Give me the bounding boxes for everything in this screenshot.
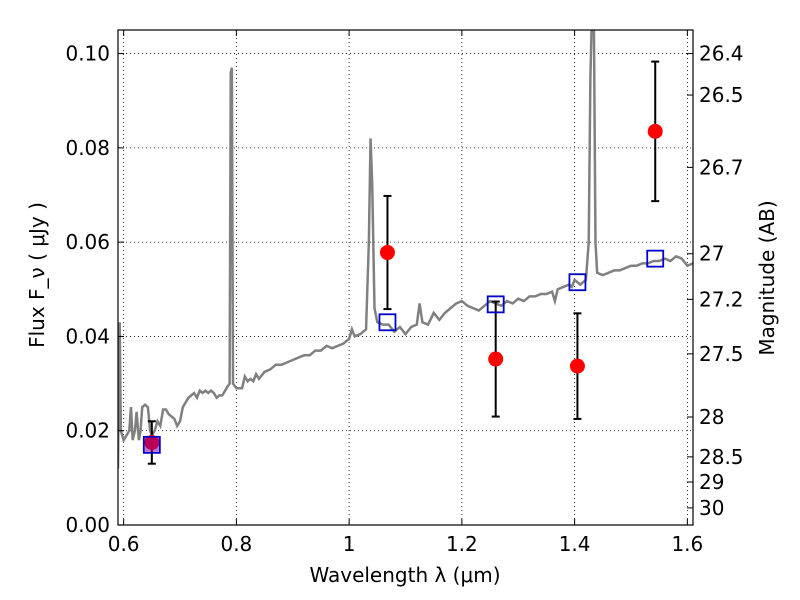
- x-tick-label: 1: [343, 532, 356, 556]
- axis-ticks: 0.6 0.8 1 1.2 1.4 1.6 0.00 0.02 0.04 0.06 0.08 0.10…: [65, 30, 744, 556]
- overlap-marker: [144, 437, 159, 452]
- spectrum-line: [118, 30, 693, 469]
- error-bars: [147, 60, 660, 465]
- y2-tick-label: 26.5: [699, 83, 744, 107]
- spectrum-series: [118, 30, 693, 469]
- y2-tick-label: 27.5: [699, 342, 744, 366]
- observed-point: [488, 351, 504, 367]
- y2-tick-label: 27: [699, 242, 724, 266]
- model-points: [142, 249, 665, 454]
- grid-lines: [118, 30, 693, 526]
- observed-point: [379, 245, 395, 261]
- model-point: [568, 273, 587, 292]
- y-axis-title: Flux F_ν ( μJy ): [25, 202, 49, 348]
- x-tick-label: 0.6: [108, 532, 140, 556]
- observed-point: [647, 123, 663, 139]
- x-tick-label: 0.8: [220, 532, 252, 556]
- model-point: [646, 249, 665, 268]
- y2-tick-label: 26.4: [699, 42, 744, 66]
- y-tick-label: 0.10: [65, 42, 110, 66]
- y2-tick-label: 28.5: [699, 445, 744, 469]
- x-tick-label: 1.4: [559, 532, 591, 556]
- y2-tick-label: 29: [699, 470, 724, 494]
- y-tick-label: 0.06: [65, 230, 110, 254]
- model-point: [142, 435, 161, 454]
- observed-point: [569, 358, 585, 374]
- y2-tick-label: 27.2: [699, 287, 744, 311]
- y2-tick-label: 30: [699, 496, 724, 520]
- x-axis-title: Wavelength λ (μm): [309, 563, 500, 587]
- model-point: [378, 313, 397, 332]
- y-tick-label: 0.04: [65, 324, 110, 348]
- y2-tick-label: 26.7: [699, 155, 744, 179]
- y-tick-label: 0.08: [65, 136, 110, 160]
- y-tick-label: 0.02: [65, 419, 110, 443]
- y-tick-label: 0.00: [65, 513, 110, 537]
- y2-tick-label: 28: [699, 405, 724, 429]
- x-tick-label: 1.6: [671, 532, 703, 556]
- plot-frame: [117, 29, 694, 526]
- y2-axis-title: Magnitude (AB): [755, 200, 779, 355]
- model-point: [486, 295, 505, 314]
- x-tick-label: 1.2: [446, 532, 478, 556]
